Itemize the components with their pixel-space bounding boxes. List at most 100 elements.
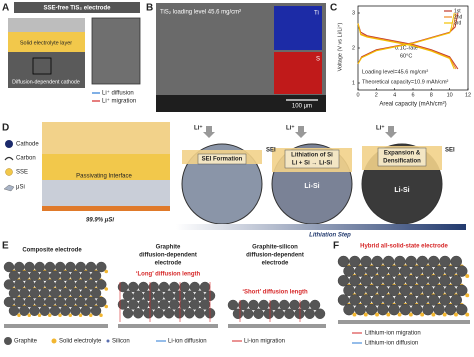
particle [60, 288, 71, 299]
particle [410, 284, 423, 297]
sei-label: SEI [445, 148, 455, 154]
particle [444, 284, 457, 297]
electrolyte-particle [375, 312, 379, 317]
particle [279, 299, 290, 311]
annotation: Theoretical capacity=10.9 mAh/cm² [362, 79, 449, 85]
particle [360, 294, 372, 306]
particle [24, 261, 35, 273]
particle [39, 270, 50, 281]
particle [227, 299, 239, 311]
particle [377, 284, 389, 297]
particle [349, 255, 361, 268]
electrolyte-particle [397, 312, 402, 317]
particle [450, 255, 462, 268]
particle [44, 296, 56, 308]
ion-arrow [295, 126, 307, 138]
y-axis-title: Voltage (V vs Li/Li⁺) [336, 22, 343, 71]
particle [60, 305, 71, 316]
particle [371, 255, 384, 268]
particle [422, 284, 434, 297]
particle [428, 294, 440, 306]
particle [337, 275, 350, 287]
particle [248, 299, 259, 311]
legend-label: 3rd [454, 20, 461, 26]
particle [14, 296, 25, 308]
column-title: electrode [155, 261, 182, 267]
particle [90, 270, 102, 281]
banner [14, 2, 140, 13]
zoom-box [32, 57, 52, 75]
particle [158, 281, 170, 293]
particle [75, 261, 86, 273]
particle [34, 261, 45, 273]
electrolyte-particle [104, 269, 108, 274]
particle [158, 299, 170, 310]
panel-label: B [146, 3, 153, 14]
particle [55, 261, 66, 273]
step-label: Lithiation of Si [291, 153, 333, 159]
alloy-label: Li-Si [394, 187, 409, 194]
particle [184, 308, 195, 319]
panel-title: Hybrid all-solid-state electrode [360, 244, 448, 250]
particle [49, 288, 61, 299]
particle [365, 265, 378, 277]
particle [354, 284, 366, 297]
particle [194, 308, 205, 319]
particle [365, 284, 378, 297]
particle [44, 279, 56, 290]
annotation: 60°C [400, 53, 412, 59]
particle [85, 296, 97, 308]
particle [433, 303, 445, 316]
legend-label: 2nd [454, 14, 463, 20]
particle [450, 275, 462, 287]
particle [354, 303, 366, 316]
legend-icon [5, 140, 13, 148]
particle [34, 296, 45, 308]
particle [122, 290, 134, 301]
particle [377, 303, 389, 316]
legend-label: Carbon [16, 156, 36, 162]
particle [349, 294, 361, 306]
particle [80, 305, 91, 316]
particle [80, 270, 91, 281]
particle [433, 284, 445, 297]
particle [96, 296, 107, 308]
collector [228, 324, 326, 328]
particle [189, 281, 200, 293]
particle [349, 275, 361, 287]
particle [343, 284, 355, 297]
particle [14, 261, 25, 273]
sem-caption: TiS₂ loading level 45.6 mg/cm² [160, 10, 241, 16]
particle [96, 279, 107, 290]
ion-label: Li⁺ [376, 125, 385, 132]
particle [263, 308, 274, 319]
x-tick-label: 2 [375, 92, 378, 98]
particle [34, 279, 45, 290]
particle [360, 255, 372, 268]
layer-label: Solid electrolyte layer [20, 40, 72, 46]
particle [169, 281, 180, 293]
zoom-view [91, 17, 141, 85]
electrolyte-particle [454, 312, 458, 317]
composition-label: 99.9% μSi [86, 218, 114, 224]
particle [8, 288, 20, 299]
particle [394, 294, 406, 306]
particle [29, 305, 40, 316]
particle [55, 296, 66, 308]
y-tick-label: 1 [352, 80, 355, 86]
particle [117, 299, 129, 310]
step-label: Densification [383, 159, 421, 165]
step-label: Expansion & [384, 151, 421, 157]
particle [410, 265, 423, 277]
electrolyte-particle [442, 312, 447, 317]
length-label: ‘Long’ diffusion length [136, 272, 201, 278]
series-line [357, 12, 457, 70]
label-box [197, 153, 247, 165]
electrolyte-particle [408, 312, 413, 317]
particle [44, 261, 56, 273]
scale-label: 100 μm [292, 104, 312, 110]
particle [75, 296, 86, 308]
x-tick-label: 12 [465, 92, 471, 98]
particle [90, 305, 102, 316]
x-tick-label: 6 [411, 92, 414, 98]
